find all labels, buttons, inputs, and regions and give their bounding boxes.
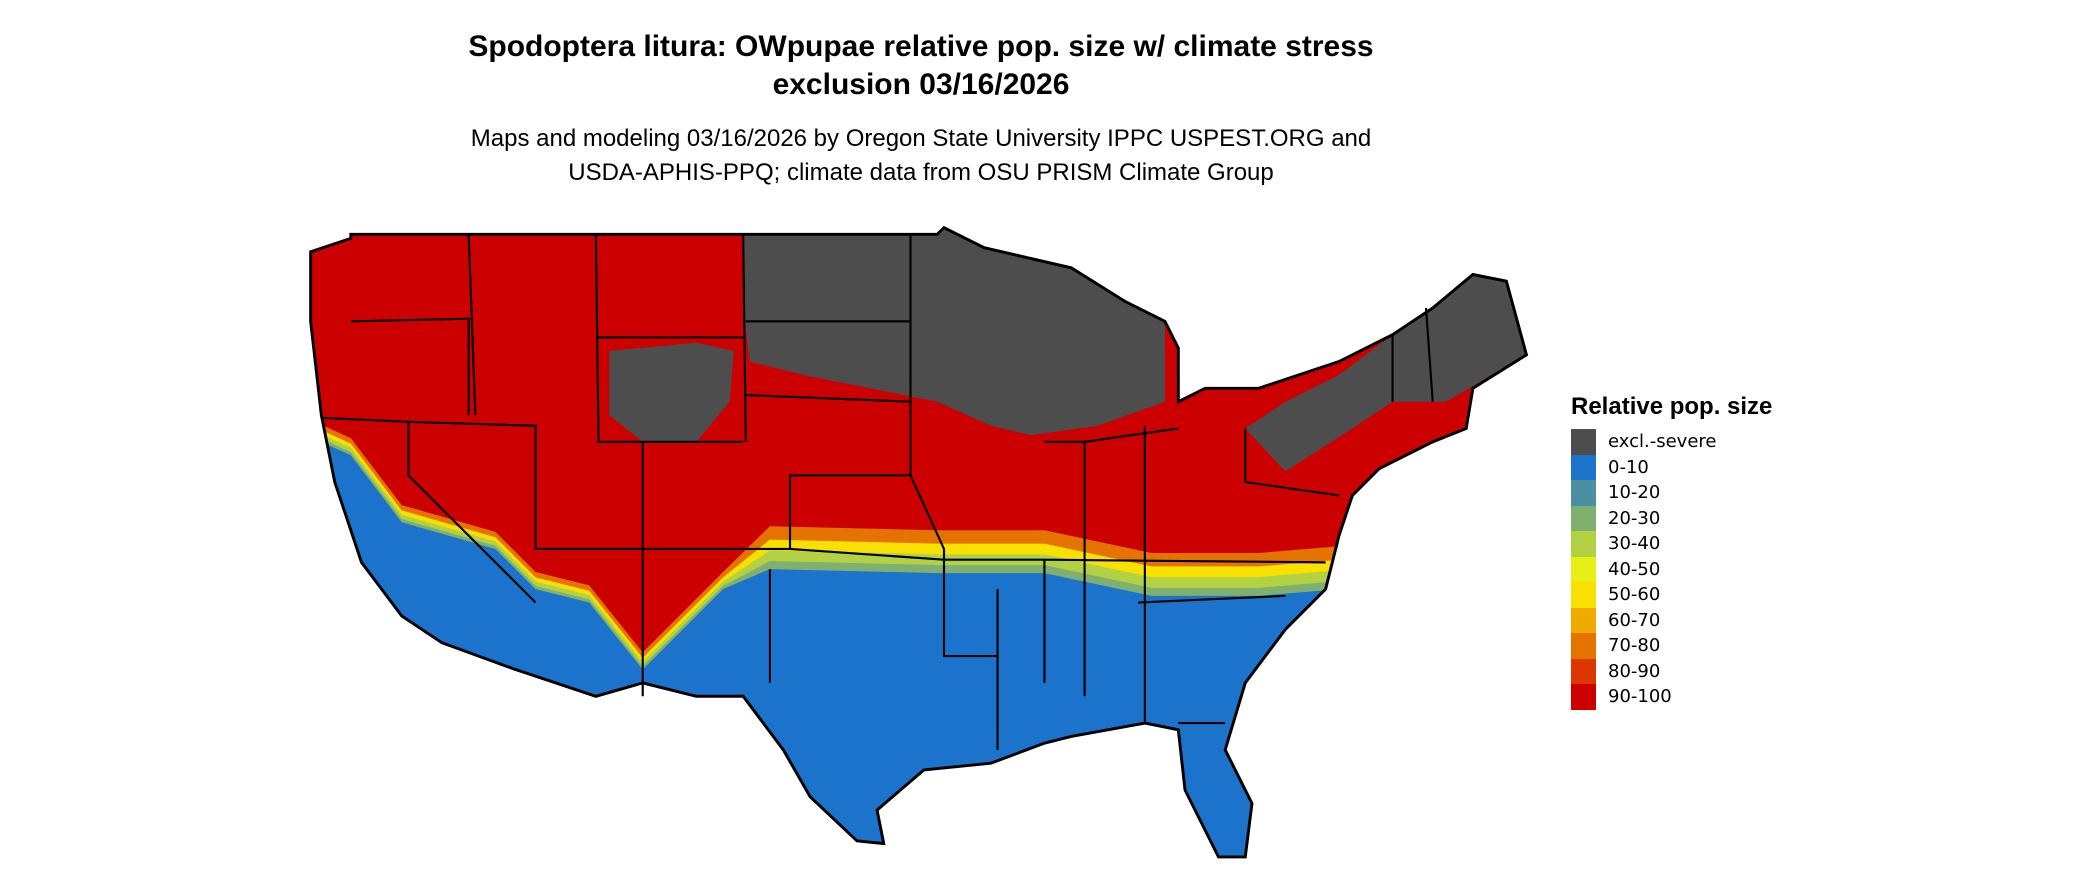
legend-item: 70-80	[1571, 633, 1772, 659]
legend-label: 10-20	[1608, 482, 1661, 504]
legend-label: 0-10	[1608, 456, 1649, 478]
us-outline	[309, 225, 1529, 859]
legend: Relative pop. size excl.-severe 0-10 10-20…	[1571, 393, 1772, 710]
map-title-line-2: exclusion 03/16/2026	[772, 68, 1070, 101]
legend-item: 10-20	[1571, 480, 1772, 506]
legend-swatch	[1571, 684, 1596, 710]
legend-swatch	[1571, 658, 1596, 684]
legend-item: 30-40	[1571, 531, 1772, 557]
legend-label: 90-100	[1608, 686, 1672, 708]
legend-item: 20-30	[1571, 505, 1772, 531]
legend-label: 20-30	[1608, 507, 1661, 529]
region-excl-severe-wyoming	[609, 342, 734, 442]
legend-swatch	[1571, 454, 1596, 480]
map-title-line-1: Spodoptera litura: OWpupae relative pop.…	[468, 30, 1374, 63]
legend-swatch	[1571, 480, 1596, 506]
legend-swatch	[1571, 556, 1596, 582]
legend-swatch	[1571, 633, 1596, 659]
legend-swatch	[1571, 607, 1596, 633]
legend-item: 40-50	[1571, 556, 1772, 582]
legend-label: 30-40	[1608, 533, 1661, 555]
legend-swatch	[1571, 505, 1596, 531]
legend-label: 60-70	[1608, 609, 1661, 631]
legend-item: excl.-severe	[1571, 429, 1772, 455]
legend-swatch	[1571, 531, 1596, 557]
legend-item: 90-100	[1571, 684, 1772, 710]
legend-label: 40-50	[1608, 558, 1661, 580]
map-subtitle-line-2: USDA-APHIS-PPQ; climate data from OSU PR…	[568, 159, 1274, 186]
legend-label: excl.-severe	[1608, 431, 1717, 453]
region-excl-severe-northeast	[1245, 267, 1527, 472]
legend-swatch	[1571, 429, 1596, 455]
legend-item: 80-90	[1571, 658, 1772, 684]
legend-title: Relative pop. size	[1571, 393, 1773, 420]
legend-label: 70-80	[1608, 635, 1661, 657]
legend-item: 50-60	[1571, 582, 1772, 608]
legend-item: 0-10	[1571, 454, 1772, 480]
legend-label: 50-60	[1608, 584, 1661, 606]
region-excl-severe-north	[743, 227, 1165, 436]
map-subtitle-line-1: Maps and modeling 03/16/2026 by Oregon S…	[470, 125, 1372, 152]
legend-swatch	[1571, 582, 1596, 608]
legend-item: 60-70	[1571, 607, 1772, 633]
state-borders	[321, 234, 1434, 750]
legend-label: 80-90	[1608, 660, 1661, 682]
